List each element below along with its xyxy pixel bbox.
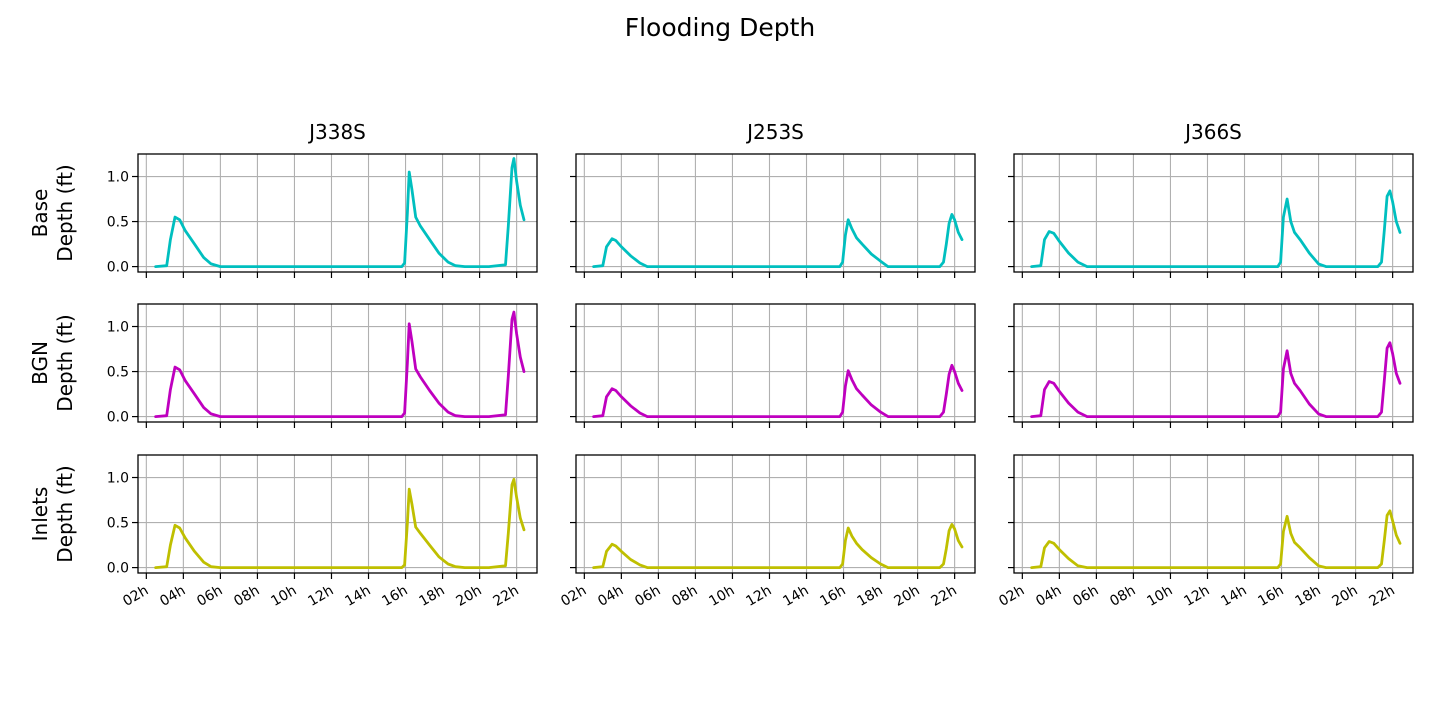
panel-bgn-j253s (570, 303, 976, 428)
panel-base-j366s (1008, 153, 1414, 278)
series-line (1030, 341, 1402, 418)
row-label-unit: Depth (ft) (53, 314, 77, 411)
series-line (1030, 189, 1402, 268)
y-tick-label: 0.0 (107, 260, 129, 276)
axes-frame (137, 454, 538, 574)
y-tick-label: 0.5 (107, 516, 129, 532)
series-line (154, 477, 526, 569)
row-label-name: Base (28, 189, 52, 238)
panel-bgn-j366s (1008, 303, 1414, 428)
series-line (592, 523, 964, 569)
y-tick-label: 0.5 (107, 365, 129, 381)
axes-frame (137, 153, 538, 273)
y-tick-label: 0.5 (107, 215, 129, 231)
series-line (592, 363, 964, 418)
axes-frame (137, 303, 538, 423)
axes-frame (1013, 454, 1414, 574)
series-line (1030, 509, 1402, 569)
row-label-unit: Depth (ft) (53, 164, 77, 261)
axes-frame (1013, 303, 1414, 423)
y-tick-label: 1.0 (107, 320, 129, 336)
series-line (154, 157, 526, 268)
y-tick-label: 1.0 (107, 170, 129, 186)
y-tick-label: 0.0 (107, 410, 129, 426)
column-title: J338S (307, 120, 366, 144)
column-title: J366S (1183, 120, 1242, 144)
axes-frame (575, 153, 976, 273)
axes-frame (1013, 153, 1414, 273)
row-label-name: Inlets (28, 487, 52, 542)
row-label-name: BGN (28, 341, 52, 385)
panel-base-j253s (570, 153, 976, 278)
series-line (592, 213, 964, 268)
axes-frame (575, 454, 976, 574)
column-title: J253S (745, 120, 804, 144)
panel-bgn-j338s: 0.0 0.5 1.0 (107, 303, 538, 428)
y-tick-label: 0.0 (107, 561, 129, 577)
figure-title: Flooding Depth (625, 13, 816, 42)
axes-frame (575, 303, 976, 423)
panel-base-j338s: 0.0 0.5 1.0 (107, 153, 538, 278)
row-label-unit: Depth (ft) (53, 465, 77, 562)
y-tick-label: 1.0 (107, 471, 129, 487)
series-line (154, 310, 526, 418)
